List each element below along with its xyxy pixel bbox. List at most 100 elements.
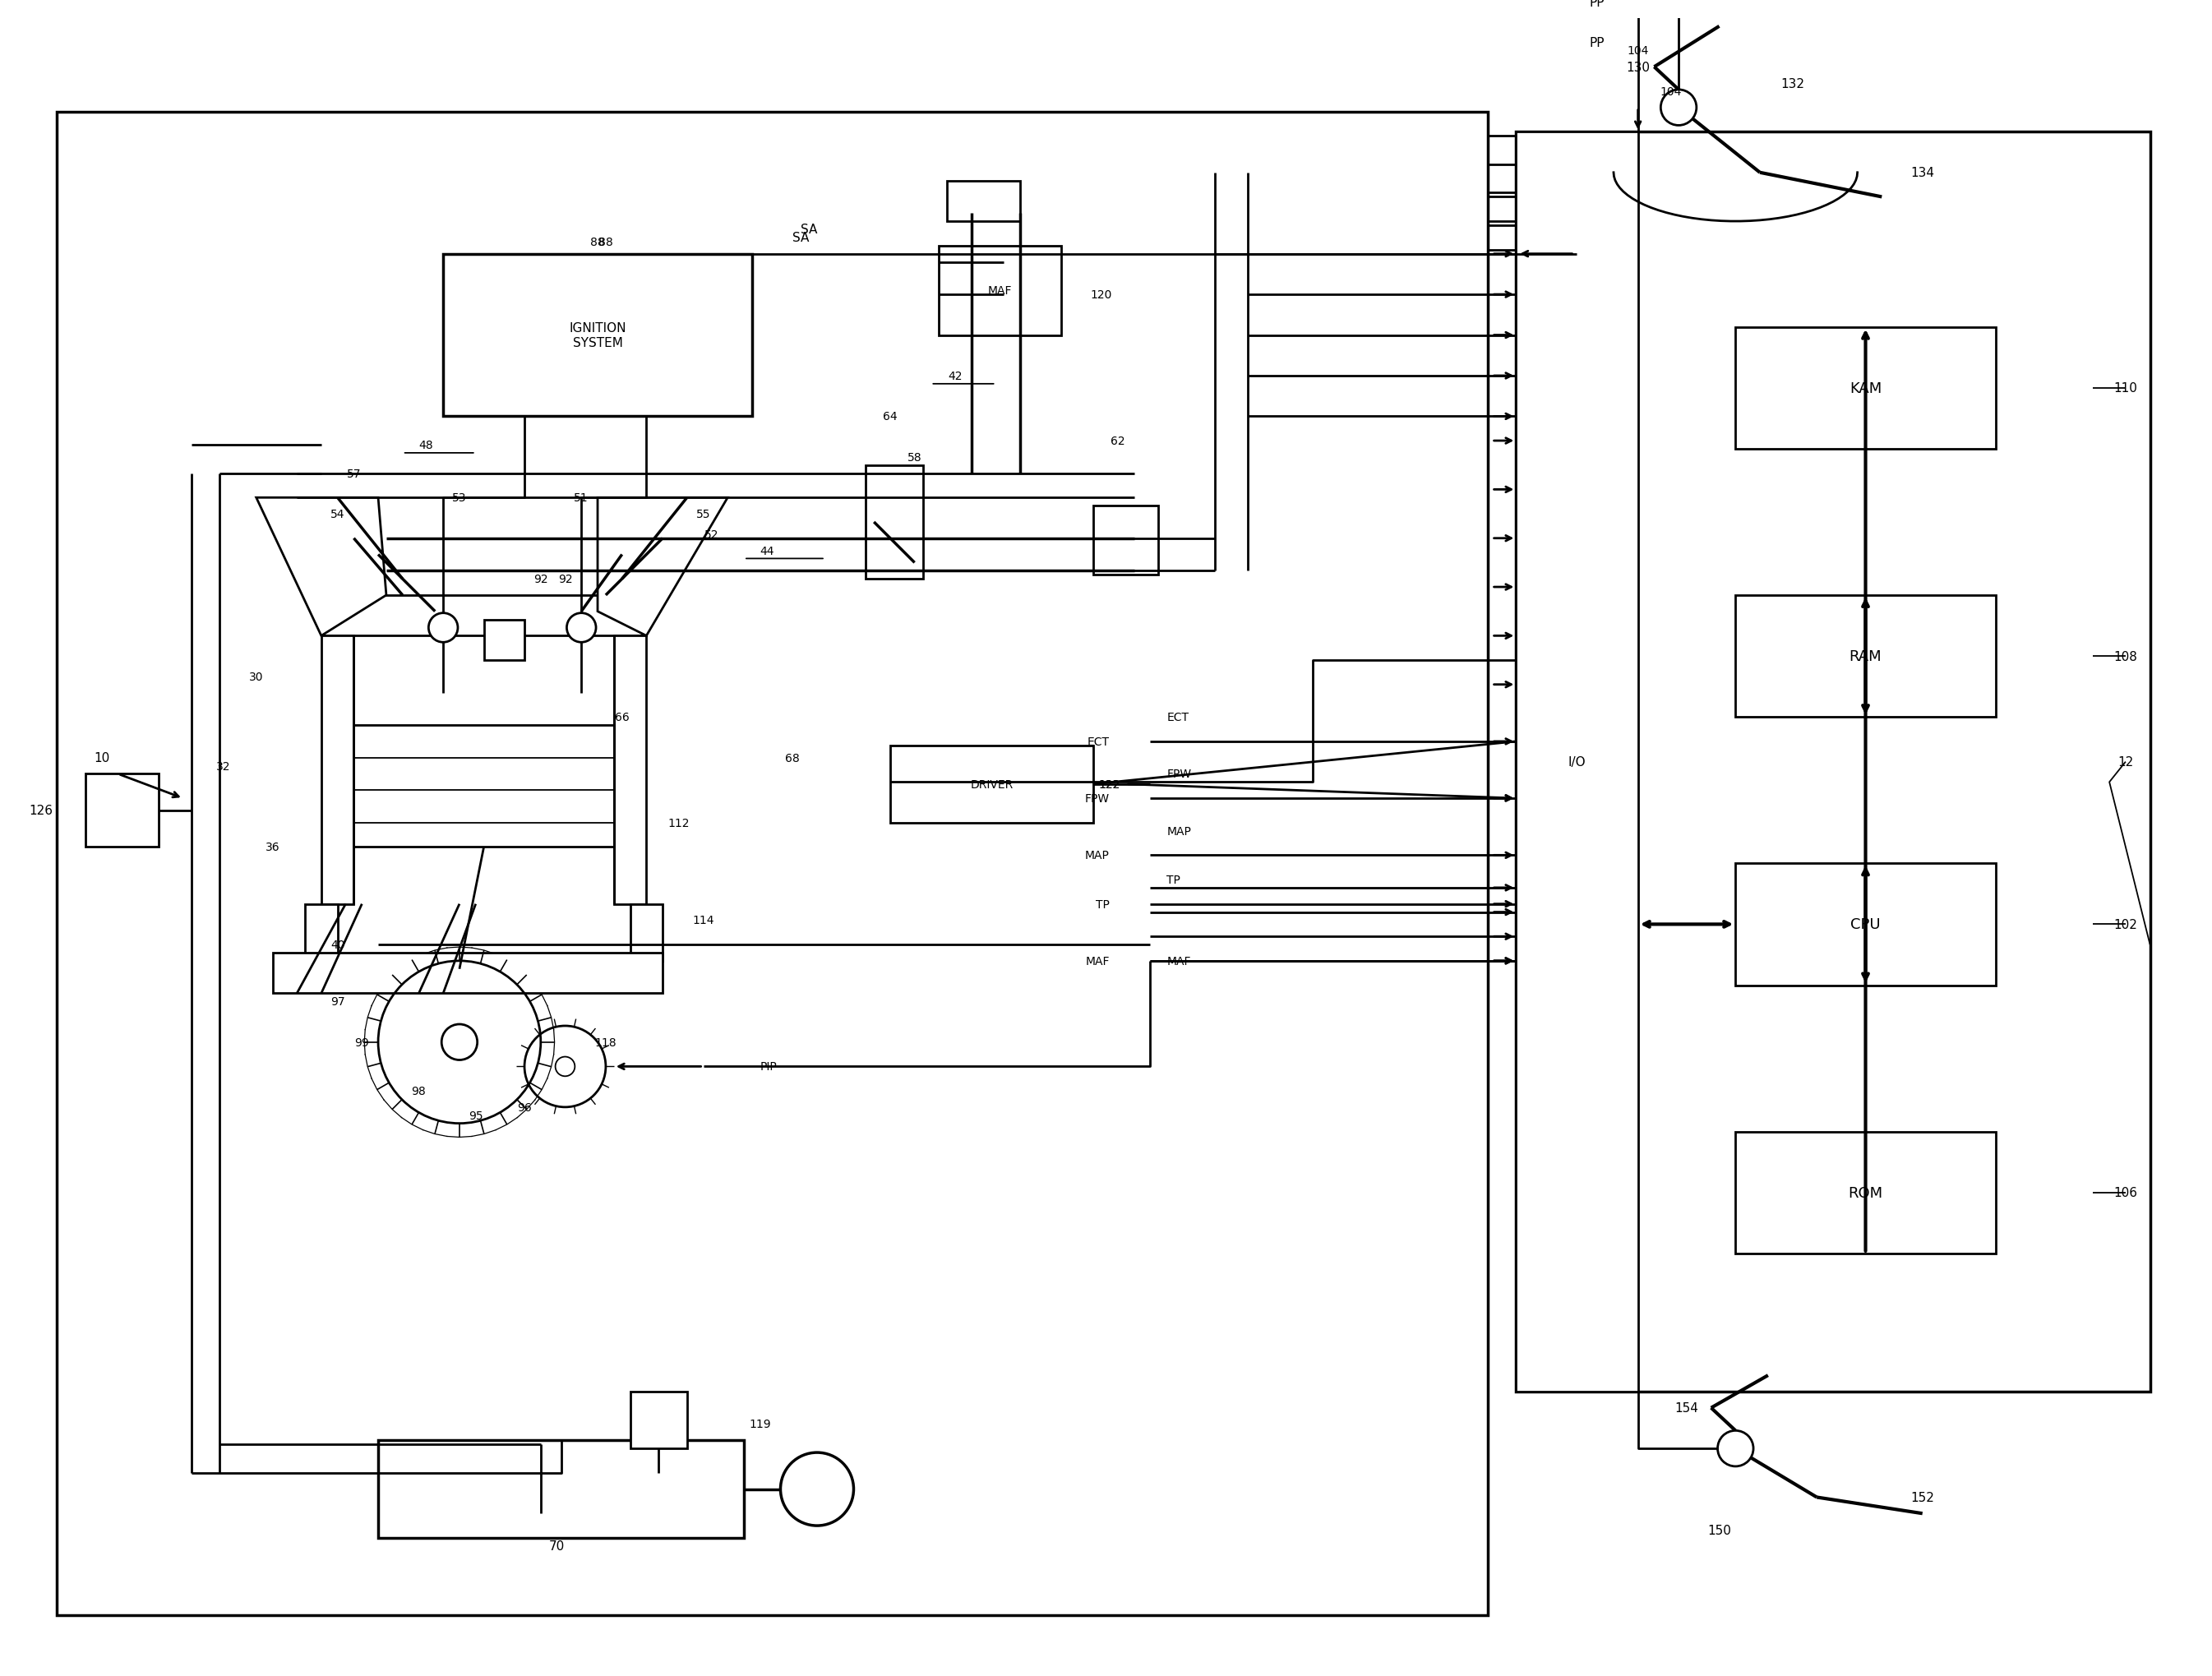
Bar	[305, 905, 338, 960]
Circle shape	[429, 613, 458, 642]
Text: 44: 44	[761, 545, 774, 556]
Bar	[1515, 132, 1637, 1391]
Text: 62: 62	[1110, 436, 1126, 447]
Text: 92: 92	[533, 573, 549, 585]
Text: FPW: FPW	[1084, 793, 1110, 804]
Bar	[484, 620, 524, 660]
Bar	[630, 1391, 688, 1448]
Text: 118: 118	[595, 1037, 617, 1048]
Bar	[947, 181, 1020, 221]
Text: 55: 55	[697, 508, 710, 520]
Text: 30: 30	[250, 670, 263, 682]
Text: 112: 112	[668, 818, 690, 830]
Text: ECT: ECT	[1166, 712, 1188, 722]
Text: SA: SA	[801, 225, 816, 236]
Text: IGNITION
SYSTEM: IGNITION SYSTEM	[568, 322, 626, 349]
Text: 10: 10	[93, 753, 111, 764]
Text: 152: 152	[1911, 1492, 1933, 1503]
Text: SA: SA	[792, 231, 810, 245]
Text: 32: 32	[217, 761, 230, 773]
Bar	[321, 637, 354, 905]
Text: 104: 104	[1659, 85, 1681, 97]
Bar	[1515, 132, 2150, 1391]
Text: I/O: I/O	[1568, 756, 1586, 768]
Text: ROM: ROM	[1849, 1185, 1882, 1200]
Text: MAF: MAF	[989, 285, 1013, 297]
Bar	[378, 1440, 743, 1539]
Text: 12: 12	[2117, 756, 2135, 768]
Bar	[321, 595, 646, 637]
Bar	[938, 246, 1062, 335]
Text: ECT: ECT	[1088, 736, 1110, 747]
Polygon shape	[257, 498, 387, 637]
Text: 114: 114	[692, 915, 714, 927]
Bar	[889, 746, 1093, 823]
Text: 97: 97	[330, 996, 345, 1007]
Text: PP: PP	[1590, 0, 1606, 8]
Text: 110: 110	[2115, 382, 2137, 394]
Bar	[86, 774, 159, 848]
Text: 42: 42	[949, 370, 962, 382]
Text: 96: 96	[518, 1101, 531, 1113]
Text: 66: 66	[615, 712, 628, 722]
Text: MAP: MAP	[1166, 825, 1190, 836]
Bar	[1093, 506, 1159, 575]
Text: 88: 88	[599, 236, 613, 248]
Text: 99: 99	[354, 1037, 369, 1048]
Text: MAF: MAF	[1166, 955, 1190, 967]
Text: 122: 122	[1099, 779, 1121, 791]
Text: DRIVER: DRIVER	[971, 779, 1013, 789]
Bar	[1736, 1131, 1995, 1254]
Text: 122: 122	[1099, 779, 1121, 791]
Text: 51: 51	[575, 493, 588, 504]
Text: TP: TP	[1166, 875, 1181, 885]
Text: 130: 130	[1626, 62, 1650, 74]
Text: 64: 64	[883, 411, 898, 422]
Bar	[615, 637, 646, 905]
Bar	[1736, 595, 1995, 717]
Text: RAM: RAM	[1849, 649, 1882, 664]
Text: 52: 52	[703, 530, 719, 540]
Bar	[1736, 863, 1995, 985]
Text: 68: 68	[785, 753, 801, 764]
Text: 95: 95	[469, 1110, 482, 1121]
Text: 102: 102	[2115, 918, 2137, 930]
Text: 106: 106	[2115, 1187, 2137, 1198]
Circle shape	[1661, 91, 1697, 126]
Text: KAM: KAM	[1849, 380, 1882, 396]
Text: 104: 104	[1628, 45, 1648, 57]
Text: MAP: MAP	[1086, 850, 1110, 861]
Text: 126: 126	[29, 804, 53, 816]
Text: 36: 36	[265, 841, 279, 853]
Circle shape	[1717, 1431, 1754, 1466]
Text: 88: 88	[591, 236, 604, 248]
Text: 54: 54	[330, 508, 345, 520]
Text: 134: 134	[1911, 168, 1933, 179]
Text: 132: 132	[1781, 77, 1805, 91]
Text: 48: 48	[418, 439, 434, 451]
Text: 154: 154	[1674, 1401, 1699, 1415]
Circle shape	[566, 613, 595, 642]
Text: 119: 119	[750, 1418, 772, 1430]
Bar	[58, 112, 1489, 1616]
Text: 108: 108	[2115, 650, 2137, 662]
Bar	[354, 726, 615, 848]
Text: 98: 98	[411, 1086, 427, 1096]
Bar	[1736, 327, 1995, 449]
Circle shape	[555, 1058, 575, 1076]
Text: 120: 120	[1091, 290, 1113, 300]
Text: TP: TP	[1095, 898, 1110, 910]
Polygon shape	[597, 498, 728, 637]
Text: 53: 53	[451, 493, 467, 504]
Circle shape	[442, 1024, 478, 1061]
Text: 70: 70	[549, 1540, 564, 1552]
Text: 150: 150	[1708, 1523, 1732, 1535]
Text: PIP: PIP	[761, 1061, 776, 1073]
Text: CPU: CPU	[1851, 917, 1880, 932]
Text: FPW: FPW	[1166, 769, 1192, 779]
Text: PP: PP	[1590, 37, 1606, 49]
Bar	[442, 255, 752, 417]
Bar	[865, 466, 922, 580]
Text: 40: 40	[330, 939, 345, 950]
Text: 57: 57	[347, 468, 361, 479]
